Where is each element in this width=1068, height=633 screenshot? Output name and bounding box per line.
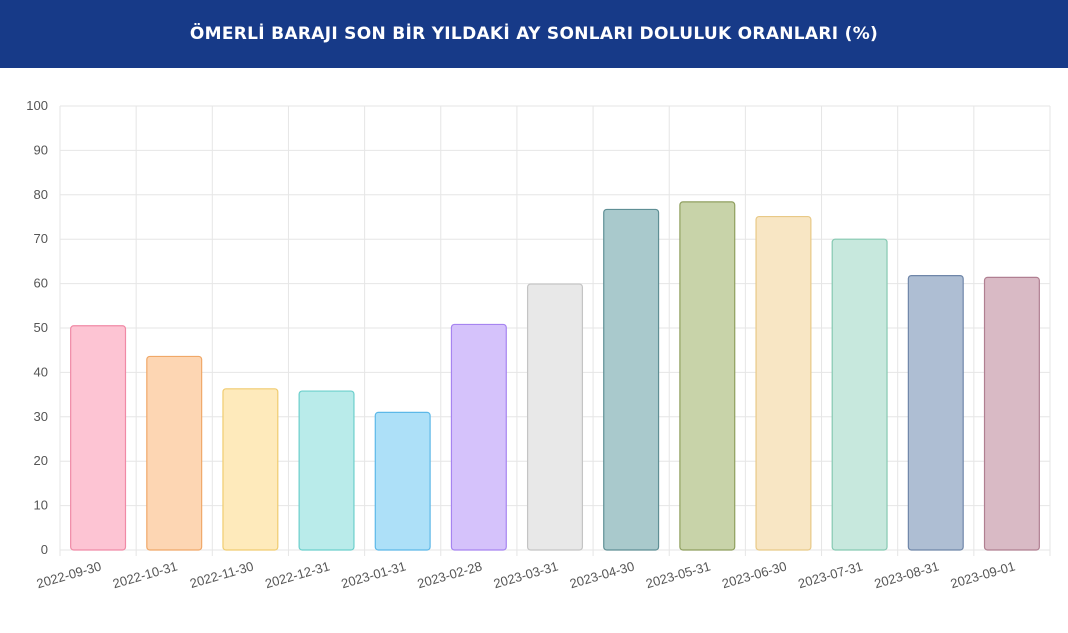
bar-chart: 0 10 20 30 40 50 60 70 80 90 100 2022-09-30 2022-10-… xyxy=(26,98,1051,591)
x-tick-label: 2023-07-31 xyxy=(796,558,864,591)
x-tick-label: 2023-08-31 xyxy=(873,558,941,591)
x-tick-label: 2022-11-30 xyxy=(188,558,255,590)
y-tick-label: 100 xyxy=(26,98,48,113)
y-tick-label: 0 xyxy=(41,542,48,557)
x-tick-label: 2022-10-31 xyxy=(111,558,179,591)
chart-header: ÖMERLİ BARAJI SON BİR YILDAKİ AY SONLARI… xyxy=(0,0,1068,68)
chart-area: 0 10 20 30 40 50 60 70 80 90 100 2022-09-30 2022-10-… xyxy=(0,68,1068,633)
x-tick-label: 2023-05-31 xyxy=(644,558,712,591)
x-tick-label: 2022-12-31 xyxy=(263,558,331,591)
y-tick-label: 10 xyxy=(34,498,48,513)
y-tick-label: 90 xyxy=(34,142,48,157)
x-tick-label: 2023-03-31 xyxy=(492,558,560,591)
bar-2023-04-30 xyxy=(603,208,660,551)
x-tick-label: 2023-06-30 xyxy=(720,558,788,591)
bar-2023-02-28 xyxy=(450,323,507,551)
x-tick-label: 2023-01-31 xyxy=(339,558,407,591)
bar-2022-09-30 xyxy=(70,325,127,551)
y-tick-label: 30 xyxy=(34,409,48,424)
y-tick-label: 60 xyxy=(34,276,48,291)
bar-2023-06-30 xyxy=(755,215,812,551)
bar-2023-07-31 xyxy=(831,238,888,551)
x-tick-label: 2023-09-01 xyxy=(949,558,1017,591)
y-tick-label: 80 xyxy=(34,187,48,202)
bar-2022-11-30 xyxy=(222,388,279,551)
y-tick-label: 50 xyxy=(34,320,48,335)
bar-2023-03-31 xyxy=(526,283,584,551)
chart-title: ÖMERLİ BARAJI SON BİR YILDAKİ AY SONLARI… xyxy=(189,24,879,44)
bar-2023-01-31 xyxy=(374,411,431,551)
bar-2022-12-31 xyxy=(298,390,355,551)
x-tick-label: 2023-04-30 xyxy=(568,558,636,591)
x-tick-label: 2022-09-30 xyxy=(35,558,103,591)
y-tick-label: 70 xyxy=(34,231,48,246)
y-tick-label: 40 xyxy=(34,364,48,379)
y-tick-label: 20 xyxy=(34,453,48,468)
bar-2022-10-31 xyxy=(146,355,203,551)
bar-2023-08-31 xyxy=(907,275,964,551)
bar-2023-09-01 xyxy=(983,276,1040,551)
x-tick-label: 2023-02-28 xyxy=(416,558,484,591)
bar-2023-05-31 xyxy=(679,201,736,551)
